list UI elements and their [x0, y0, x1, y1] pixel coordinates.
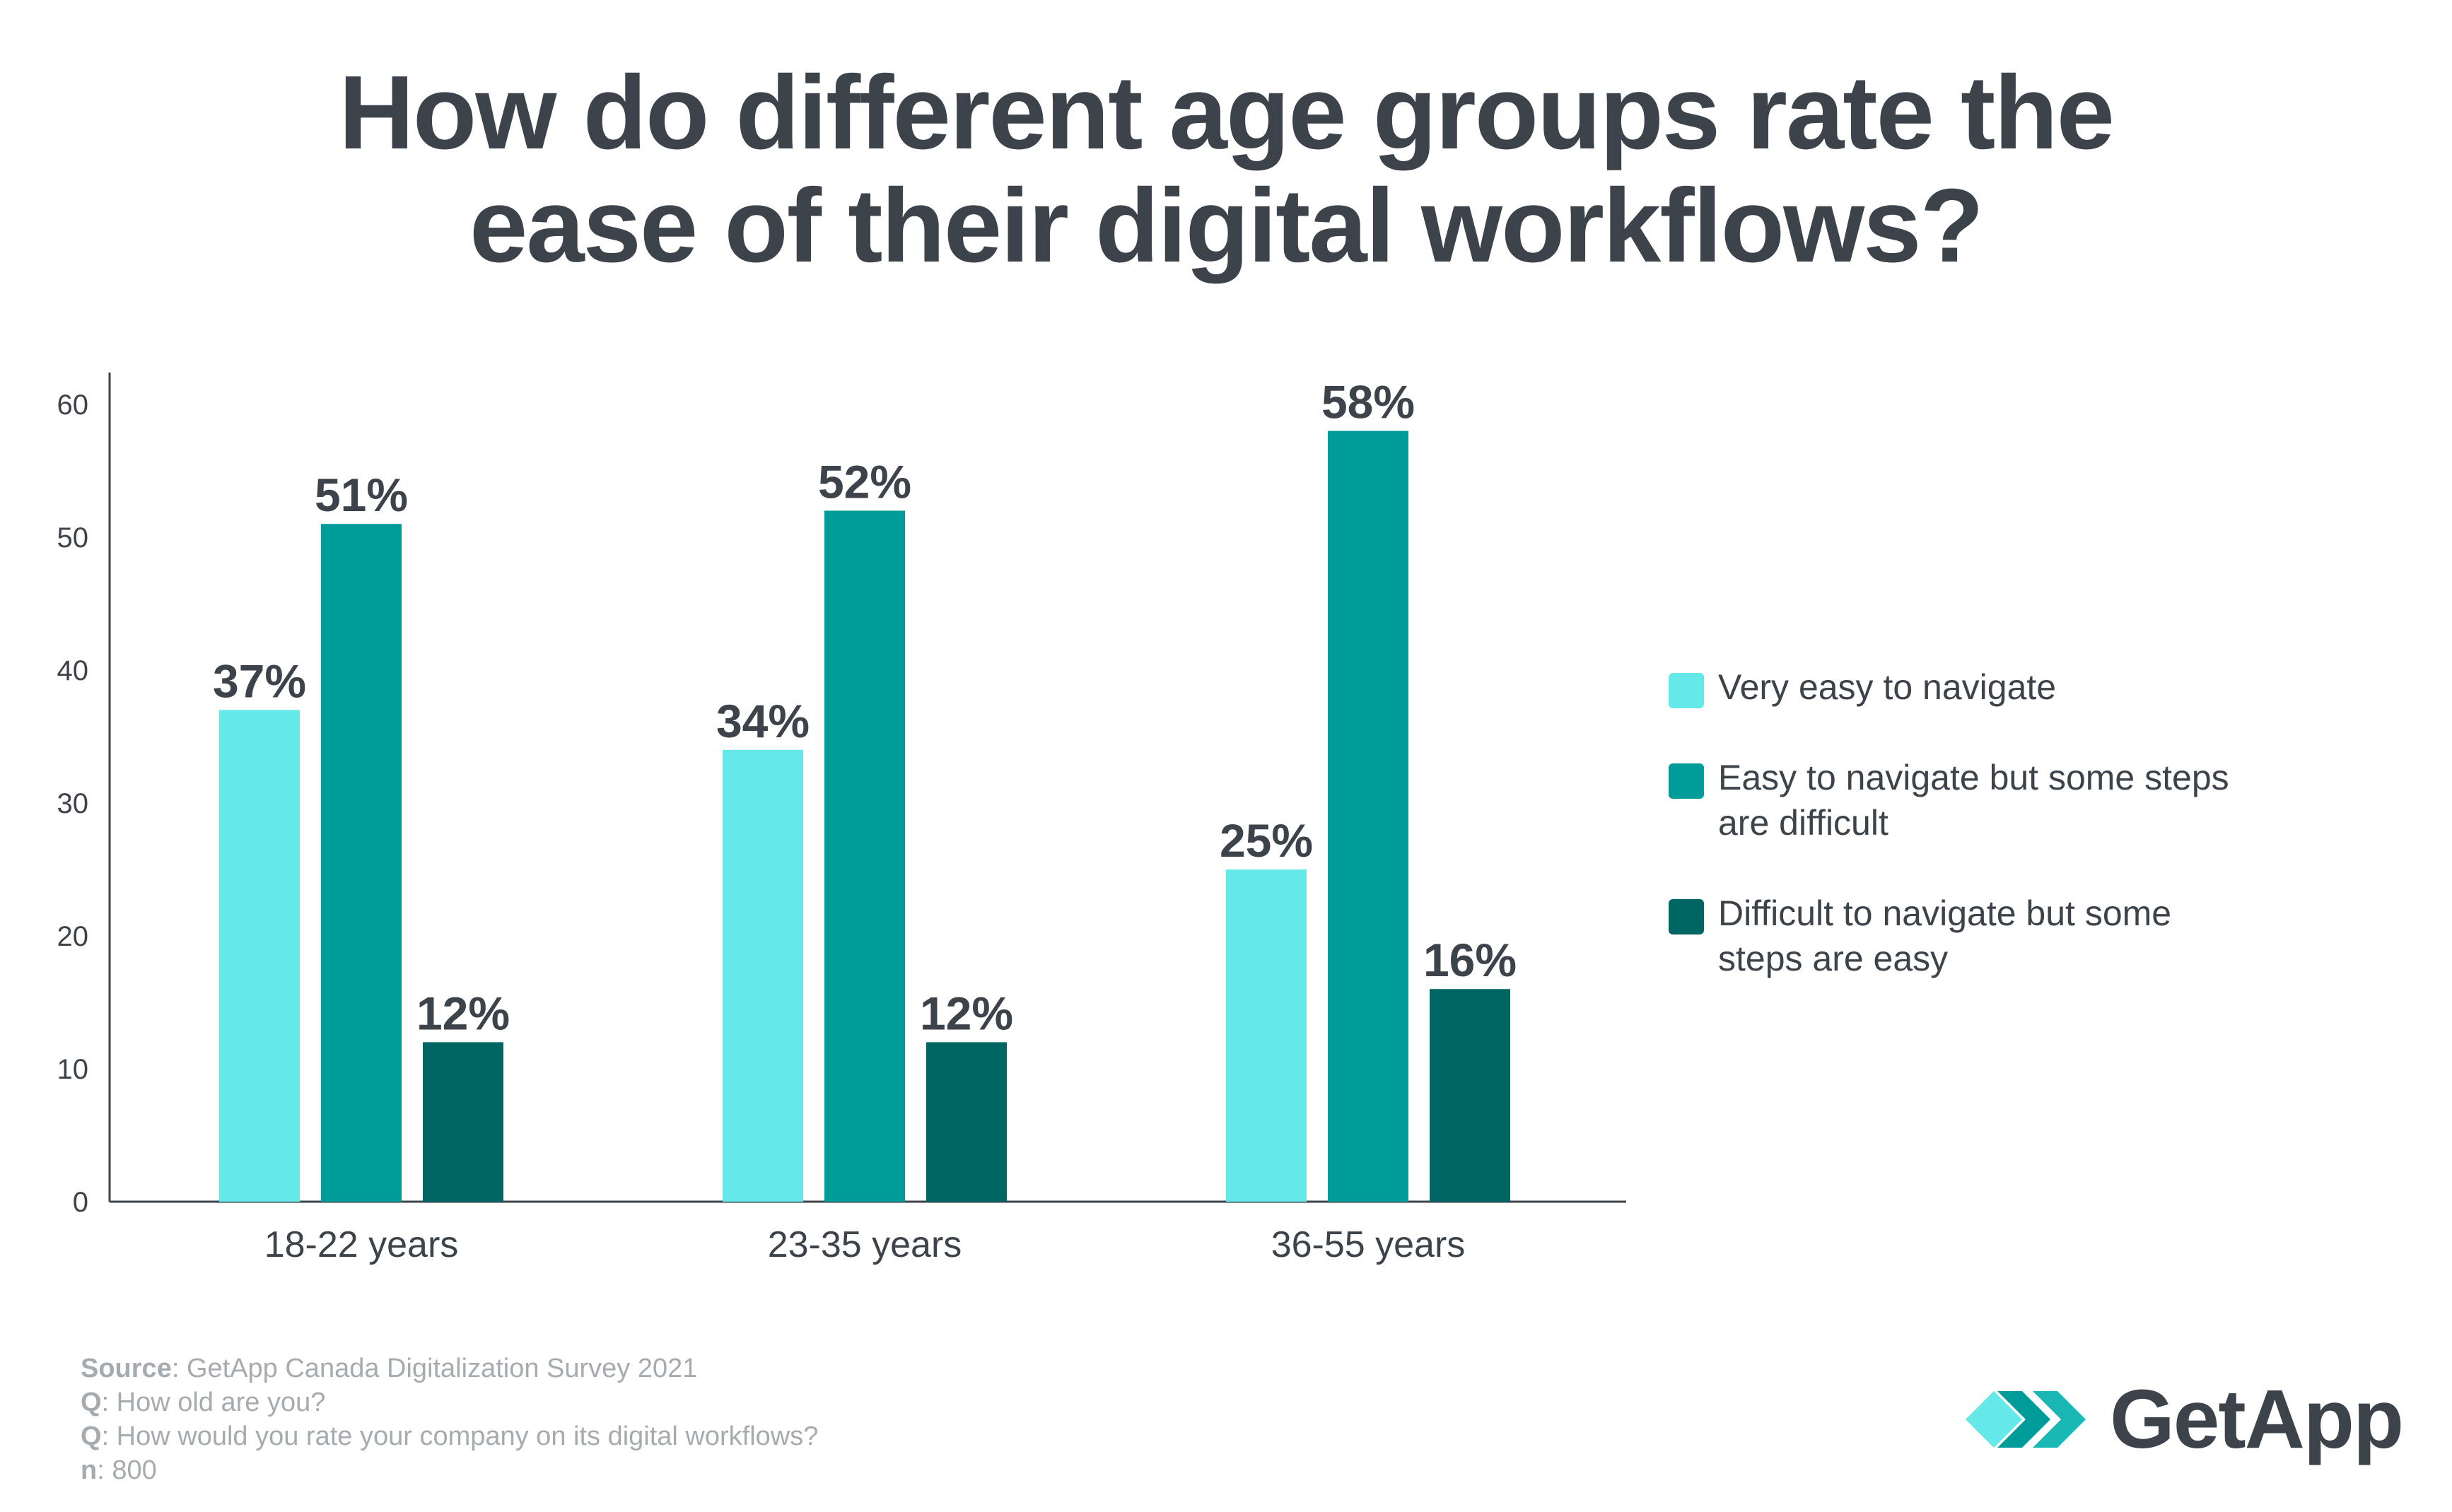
bar-value-label: 16%: [1423, 934, 1517, 986]
legend-label-difficult-some-easy: Difficult to navigate but some steps are…: [1718, 891, 2171, 981]
bar: [1226, 869, 1307, 1202]
chart-title-line-1: How do different age groups rate the: [339, 54, 2115, 171]
bars-group: [219, 430, 1510, 1202]
y-tick-label: 10: [57, 1054, 89, 1085]
question-key: Q: [81, 1388, 102, 1417]
bar: [219, 710, 300, 1202]
bar-value-label: 58%: [1321, 376, 1415, 428]
category-labels-group: 18-22 years 23-35 years 36-55 years: [264, 1224, 1466, 1265]
x-category-label: 36-55 years: [1271, 1224, 1466, 1265]
bar: [321, 524, 402, 1202]
question-line-1: Q: How old are you?: [81, 1385, 818, 1419]
legend-label-easy-some-difficult: Easy to navigate but some steps are diff…: [1718, 755, 2229, 845]
legend-item-very-easy: Very easy to navigate: [1669, 664, 2333, 710]
legend-label-line: Easy to navigate but some steps: [1718, 758, 2229, 797]
source-key: Source: [81, 1354, 172, 1383]
getapp-logo: GetApp: [1966, 1371, 2404, 1467]
question-text: : How would you rate your company on its…: [101, 1422, 819, 1451]
bar: [1430, 989, 1510, 1202]
source-line: Source: GetApp Canada Digitalization Sur…: [81, 1352, 818, 1385]
getapp-chevrons-icon: [1966, 1391, 2086, 1448]
bar-value-label: 37%: [213, 655, 306, 707]
sample-size-line: n: 800: [81, 1453, 818, 1487]
x-category-label: 18-22 years: [264, 1224, 459, 1265]
legend-label-line: steps are easy: [1718, 939, 1949, 978]
x-category-label: 23-35 years: [768, 1224, 962, 1265]
bar: [926, 1042, 1007, 1202]
bar: [1328, 430, 1408, 1202]
legend-label-very-easy: Very easy to navigate: [1718, 664, 2056, 710]
y-tick-label: 40: [57, 655, 89, 686]
sample-size-text: : 800: [97, 1455, 157, 1485]
y-tick-label: 0: [73, 1187, 88, 1218]
question-text: : How old are you?: [101, 1388, 326, 1417]
question-key: Q: [81, 1422, 102, 1451]
y-tick-label: 20: [57, 921, 89, 952]
sample-size-key: n: [81, 1455, 98, 1485]
legend-label-line: Difficult to navigate but some: [1718, 893, 2172, 933]
y-tick-label: 50: [57, 522, 89, 553]
bar-value-label: 52%: [818, 455, 911, 508]
legend-item-easy-some-difficult: Easy to navigate but some steps are diff…: [1669, 755, 2333, 845]
bar-value-label: 51%: [315, 469, 408, 521]
bar-value-label: 12%: [416, 987, 510, 1039]
chart-title: How do different age groups rate the eas…: [0, 57, 2452, 283]
bar: [824, 510, 905, 1202]
bar-value-label: 34%: [716, 695, 810, 747]
source-notes: Source: GetApp Canada Digitalization Sur…: [81, 1352, 818, 1487]
bar: [423, 1042, 503, 1202]
bar-value-label: 12%: [920, 987, 1013, 1039]
bar-value-label: 25%: [1220, 814, 1313, 867]
y-tick-label: 30: [57, 788, 89, 819]
chart-title-line-2: ease of their digital workflows?: [469, 168, 1984, 284]
data-labels-group: 37% 51% 12% 34% 52% 12% 25% 58% 16%: [213, 376, 1517, 1040]
legend-swatch-easy-some-difficult: [1669, 763, 1704, 799]
legend-label-line: Very easy to navigate: [1718, 667, 2057, 707]
question-line-2: Q: How would you rate your company on it…: [81, 1419, 818, 1453]
legend-swatch-very-easy: [1669, 673, 1704, 708]
getapp-wordmark: GetApp: [2110, 1373, 2404, 1466]
y-axis-ticks: 0 10 20 30 40 50 60: [57, 389, 89, 1218]
legend: Very easy to navigate Easy to navigate b…: [1669, 664, 2333, 1026]
legend-item-difficult-some-easy: Difficult to navigate but some steps are…: [1669, 891, 2333, 981]
bar-chart: 0 10 20 30 40 50 60 37% 51% 12% 34% 52% 12% 25% 58% 16…: [57, 373, 1626, 1265]
source-text: : GetApp Canada Digitalization Survey 20…: [171, 1354, 698, 1383]
legend-swatch-difficult-some-easy: [1669, 899, 1704, 934]
y-tick-label: 60: [57, 389, 89, 421]
legend-label-line: are difficult: [1718, 803, 1888, 843]
bar: [723, 749, 803, 1202]
